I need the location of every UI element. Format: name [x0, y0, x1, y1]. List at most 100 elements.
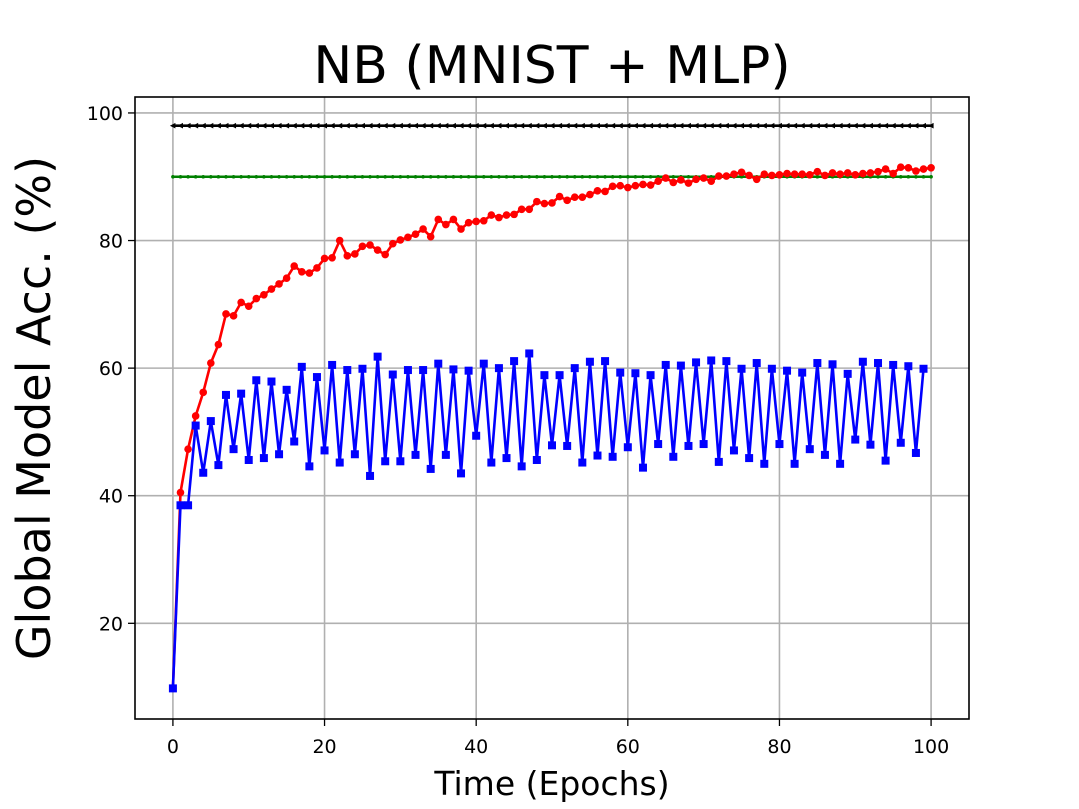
data-point — [207, 359, 215, 367]
data-point — [368, 174, 372, 179]
data-point — [388, 370, 397, 379]
data-point — [488, 122, 494, 129]
data-point — [360, 174, 365, 179]
data-point — [426, 464, 435, 473]
data-point — [677, 176, 685, 184]
data-point — [526, 122, 532, 129]
y-tick-label: 100 — [87, 103, 123, 125]
data-point — [382, 122, 388, 129]
data-point — [502, 454, 511, 463]
data-point — [201, 174, 206, 179]
data-point — [517, 205, 526, 214]
data-point — [283, 122, 290, 129]
data-point — [535, 174, 539, 179]
data-point — [692, 175, 700, 184]
data-point — [540, 199, 549, 208]
data-point — [221, 390, 230, 399]
data-point — [638, 463, 647, 472]
data-point — [776, 122, 782, 129]
data-point — [229, 312, 238, 320]
plot-frame — [134, 96, 970, 720]
data-point — [267, 285, 276, 293]
data-point — [344, 122, 350, 129]
data-point — [465, 122, 472, 129]
data-point — [305, 269, 314, 277]
data-point — [905, 122, 911, 129]
data-point — [707, 356, 716, 365]
data-point — [398, 174, 403, 179]
data-point — [510, 210, 518, 219]
data-point — [632, 122, 638, 129]
data-point — [897, 122, 904, 129]
data-point — [609, 122, 616, 129]
data-point — [805, 445, 814, 454]
data-point — [624, 183, 632, 192]
x-tick-label: 40 — [464, 736, 488, 758]
data-point — [752, 359, 761, 368]
data-point — [851, 171, 860, 179]
data-point — [254, 174, 259, 179]
data-point — [457, 225, 465, 233]
data-point — [292, 174, 297, 179]
x-tick-label: 60 — [616, 736, 640, 758]
grid — [135, 97, 969, 719]
data-point — [328, 360, 337, 369]
data-point — [889, 169, 897, 178]
data-point — [260, 290, 268, 299]
data-point — [648, 174, 653, 179]
data-point — [874, 359, 883, 368]
data-point — [313, 122, 320, 129]
data-point — [480, 122, 487, 129]
data-point — [350, 450, 359, 459]
data-point — [890, 122, 896, 129]
data-point — [238, 122, 244, 129]
data-point — [495, 122, 502, 129]
data-point — [290, 262, 299, 270]
data-point — [571, 122, 578, 129]
data-point — [464, 218, 473, 227]
data-point — [820, 450, 829, 459]
data-point — [434, 359, 443, 368]
data-point — [618, 174, 623, 179]
ticks: 0 20 40 60 80 100 20 40 60 80 100 — [87, 103, 949, 758]
data-point — [646, 371, 655, 380]
data-point — [669, 452, 678, 461]
data-point — [737, 168, 746, 177]
data-point — [641, 174, 645, 179]
data-point — [585, 357, 594, 366]
x-tick-label: 20 — [312, 736, 336, 758]
data-point — [655, 122, 661, 129]
data-point — [875, 122, 881, 129]
data-point — [699, 174, 708, 182]
data-point — [928, 122, 934, 129]
data-point — [829, 122, 836, 129]
data-point — [343, 366, 352, 375]
data-point — [479, 216, 488, 225]
data-point — [497, 174, 501, 179]
data-point — [616, 368, 625, 377]
data-point — [388, 239, 397, 248]
data-point — [434, 215, 443, 224]
data-point — [366, 241, 374, 249]
data-point — [215, 122, 221, 129]
y-tick-label: 20 — [99, 613, 123, 635]
data-point — [533, 122, 540, 129]
data-point — [244, 302, 253, 311]
data-point — [269, 174, 274, 179]
data-point — [836, 459, 845, 468]
data-point — [799, 122, 805, 129]
data-point — [406, 174, 410, 179]
data-point — [328, 253, 336, 262]
data-point — [329, 122, 335, 129]
x-tick-label: 100 — [913, 736, 949, 758]
data-point — [775, 171, 784, 179]
data-point — [330, 174, 334, 179]
data-point — [291, 122, 297, 129]
data-point — [252, 376, 261, 385]
data-point — [231, 174, 236, 179]
data-point — [843, 169, 852, 177]
data-point — [608, 182, 617, 191]
data-point — [229, 445, 238, 454]
data-point — [199, 388, 208, 397]
